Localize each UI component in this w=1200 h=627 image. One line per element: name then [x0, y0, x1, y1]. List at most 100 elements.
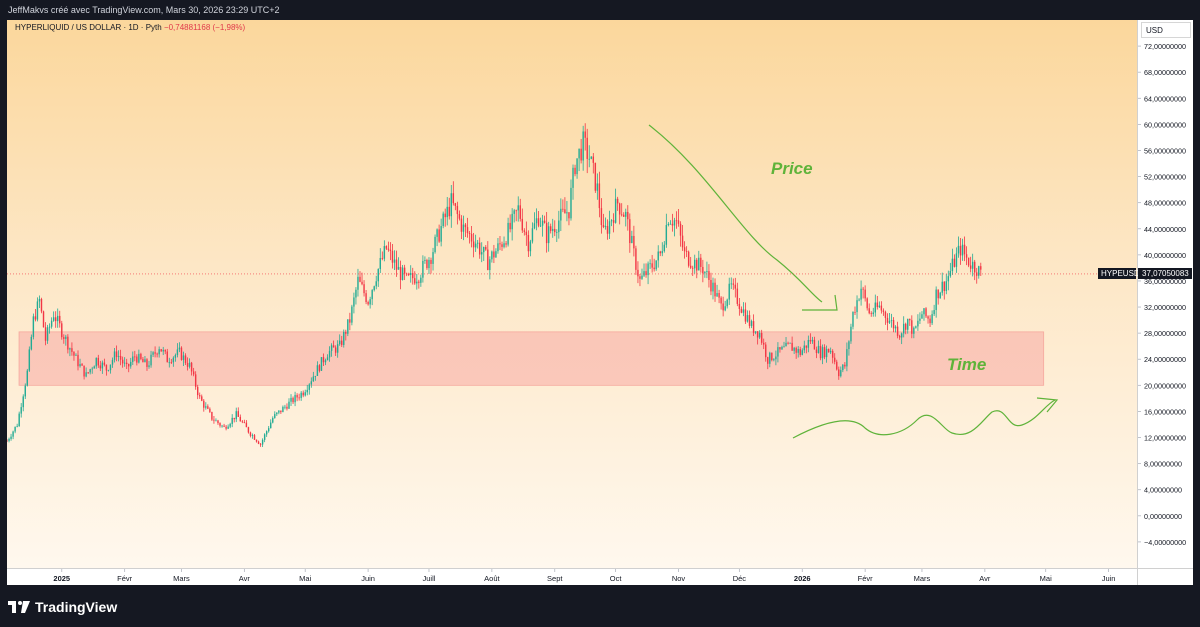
candle-body	[251, 435, 254, 436]
tradingview-logo[interactable]: TradingView	[8, 599, 118, 615]
candle-body	[576, 158, 578, 175]
candle-body	[939, 292, 941, 299]
price-annotation: Price	[771, 159, 813, 178]
candle	[683, 241, 686, 259]
candle-body	[823, 347, 826, 358]
candle-body	[740, 308, 743, 313]
candle-body	[967, 257, 970, 266]
candle-body	[531, 228, 534, 242]
candle-body	[870, 313, 872, 315]
candle-body	[349, 319, 351, 323]
candle	[763, 338, 765, 350]
candle-body	[687, 251, 690, 266]
candle	[890, 313, 893, 328]
candle-body	[671, 223, 674, 226]
candle-body	[888, 320, 891, 323]
time-tick-label: Oct	[610, 574, 623, 583]
footer-bar: TradingView	[0, 585, 1200, 627]
candle-body	[353, 297, 355, 307]
candle-body	[714, 282, 716, 297]
candle-body	[568, 212, 570, 219]
chart-svg[interactable]: Price Time	[7, 20, 1137, 568]
candle	[16, 423, 18, 428]
time-tick-label: Juin	[361, 574, 375, 583]
candle-body	[635, 248, 637, 270]
candle-body	[905, 323, 907, 330]
candle	[89, 368, 91, 375]
candle	[154, 346, 156, 358]
candle-body	[825, 348, 828, 358]
candle-body	[560, 208, 562, 221]
candle	[308, 383, 310, 395]
candle	[464, 223, 467, 238]
tradingview-wordmark: TradingView	[35, 599, 118, 615]
candle-body	[765, 344, 767, 358]
candle	[915, 325, 917, 329]
candle	[706, 261, 708, 279]
candle-body	[955, 253, 958, 267]
candle-body	[369, 299, 371, 305]
candle-body	[50, 320, 53, 327]
candle	[85, 367, 87, 378]
candle	[32, 313, 35, 340]
candle	[724, 300, 726, 312]
candle-body	[844, 364, 846, 367]
candle	[744, 302, 747, 324]
candle	[834, 353, 836, 365]
candle	[728, 277, 730, 305]
candle	[270, 419, 272, 429]
candle-body	[389, 249, 392, 251]
price-tick-label: 48,00000000	[1144, 199, 1186, 208]
candle	[497, 237, 499, 254]
candle	[34, 308, 37, 322]
candle	[888, 313, 891, 324]
currency-label[interactable]: USD	[1141, 22, 1191, 38]
candle	[130, 357, 132, 369]
candle	[976, 267, 978, 284]
last-price-symbol-tag: HYPEUSD	[1098, 268, 1140, 280]
candle-body	[698, 257, 700, 271]
candle	[125, 358, 128, 370]
candle-body	[407, 274, 410, 275]
candle	[758, 330, 761, 339]
candle	[8, 437, 10, 443]
candle-body	[414, 278, 416, 284]
symbol-legend[interactable]: HYPERLIQUID / US DOLLAR · 1D · Pyth −0,7…	[15, 23, 245, 32]
candle	[846, 342, 848, 372]
candle-body	[898, 335, 901, 338]
candle	[403, 264, 406, 281]
candle-body	[969, 265, 972, 269]
candle	[385, 245, 388, 250]
candle-body	[274, 414, 276, 418]
candle-body	[330, 345, 333, 351]
candle	[813, 336, 816, 350]
candle-body	[446, 206, 448, 218]
candle-body	[401, 267, 404, 280]
candle-body	[148, 365, 150, 367]
candle	[499, 235, 501, 251]
candle	[377, 268, 379, 287]
candle	[371, 289, 373, 306]
candle-body	[152, 352, 154, 355]
candle-body	[166, 351, 168, 363]
candle-body	[523, 230, 526, 232]
price-axis[interactable]: 72,00000000 68,00000000 64,00000000 60,0000…	[1137, 20, 1193, 568]
candle-body	[773, 359, 775, 361]
candle	[509, 214, 511, 233]
candle-body	[724, 306, 726, 311]
candle	[864, 285, 866, 302]
plot-area[interactable]: Price Time HYPERLIQUID / US DOLLAR · 1D ·…	[7, 20, 1137, 568]
candle	[659, 250, 661, 257]
candle-body	[556, 232, 558, 233]
time-axis[interactable]: 2025 Févr Mars Avr Mai Juin Juill Août Sept Oct No…	[7, 568, 1137, 585]
candle	[61, 320, 63, 340]
candle-body	[182, 355, 185, 360]
candle	[52, 311, 55, 322]
candle-body	[574, 167, 576, 175]
time-tick-label: Juill	[423, 574, 436, 583]
candle	[410, 265, 412, 283]
candle	[259, 442, 262, 447]
candle-body	[8, 438, 10, 441]
candle	[898, 334, 901, 340]
candle-body	[22, 396, 24, 408]
